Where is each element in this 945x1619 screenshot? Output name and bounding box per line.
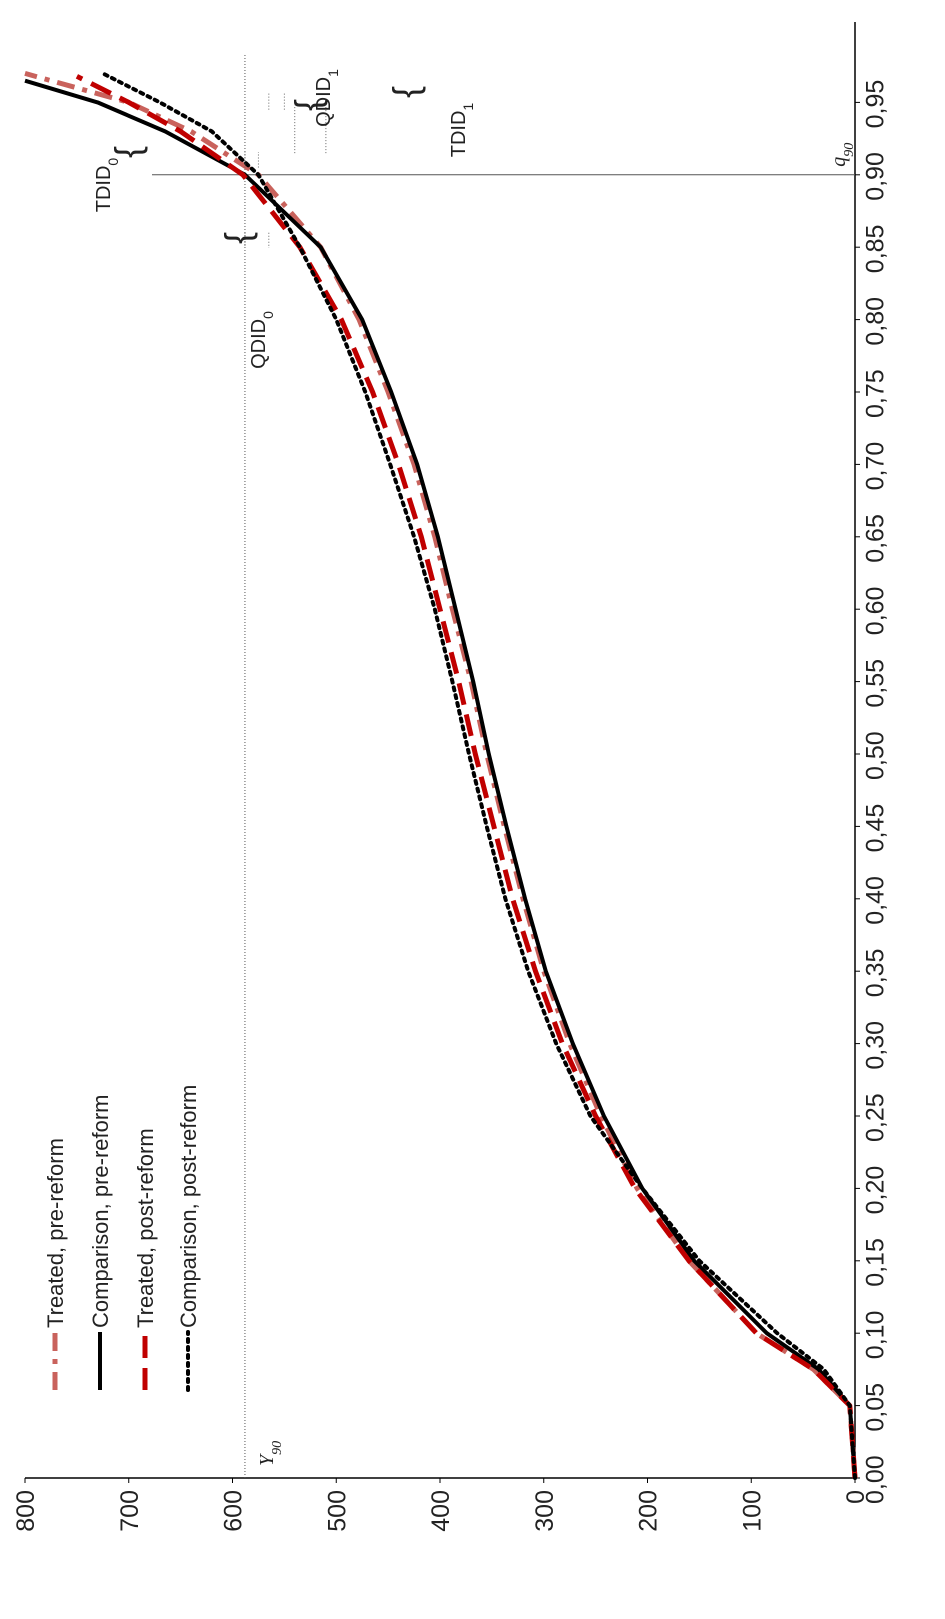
x-tick-label: 0,10: [862, 1311, 890, 1360]
annotation-brace-3: {: [385, 86, 426, 98]
legend: Treated, pre-reform Comparison, pre-refor…: [43, 1085, 201, 1392]
x-tick-label: 0,55: [862, 659, 890, 708]
y-tick-label: 300: [531, 1490, 559, 1532]
x-tick-label: 0,90: [862, 152, 890, 201]
legend-label-1: Comparison, pre-reform: [88, 1094, 113, 1328]
y-tick-label: 500: [323, 1490, 351, 1532]
y90-label: Y90: [256, 1441, 285, 1466]
annotation-brace-0: {: [217, 232, 258, 244]
q90-label: q90: [828, 143, 857, 167]
series-line-0: [24, 70, 858, 1479]
x-tick-label: 0,85: [862, 225, 890, 274]
x-tick-label: 0,80: [862, 297, 890, 346]
axes: 0,00 0,05 0,10 0,15 0,20 0,25 0,30 0,35 0,40 0,45…: [12, 22, 890, 1532]
y-tick-label: 600: [220, 1490, 248, 1532]
x-tick-label: 0,75: [862, 369, 890, 418]
series-group: [24, 70, 858, 1480]
x-tick-label: 0,05: [862, 1383, 890, 1432]
annotation-label-2: QDID1: [313, 69, 341, 127]
y-tick-label: 100: [738, 1490, 766, 1532]
legend-label-3: Comparison, post-reform: [176, 1085, 201, 1328]
series-line-2: [75, 74, 858, 1479]
x-tick-label: 0,00: [862, 1455, 890, 1504]
x-tick-label: 0,45: [862, 804, 890, 853]
x-tick-label: 0,30: [862, 1021, 890, 1070]
x-tick-label: 0,70: [862, 442, 890, 491]
annotation-label-3: TDID1: [448, 103, 476, 158]
legend-label-2: Treated, post-reform: [133, 1128, 158, 1328]
y-tick-label: 400: [427, 1490, 455, 1532]
annotation-brace-1: {: [107, 146, 148, 158]
x-tick-label: 0,65: [862, 514, 890, 563]
x-tick-label: 0,40: [862, 876, 890, 925]
annotation-brace-2: {: [287, 99, 328, 111]
x-tick-label: 0,25: [862, 1093, 890, 1142]
x-tick-label: 0,60: [862, 587, 890, 636]
y-tick-label: 700: [116, 1490, 144, 1532]
annotation-label-1: TDID0: [93, 158, 121, 213]
x-tick-label: 0,35: [862, 949, 890, 998]
x-tick-label: 0,15: [862, 1238, 890, 1287]
series-line-1: [24, 78, 857, 1479]
series-line-3: [100, 71, 857, 1480]
annotation-label-0: QDID0: [248, 311, 276, 369]
y-tick-label: 800: [12, 1490, 40, 1532]
legend-label-0: Treated, pre-reform: [43, 1138, 68, 1328]
y-tick-label: 200: [635, 1490, 663, 1532]
reference-lines: q90 Y90: [152, 55, 857, 1478]
x-tick-label: 0,50: [862, 731, 890, 780]
y-tick-label: 0: [842, 1490, 870, 1504]
x-tick-label: 0,95: [862, 80, 890, 129]
x-tick-label: 0,20: [862, 1166, 890, 1215]
